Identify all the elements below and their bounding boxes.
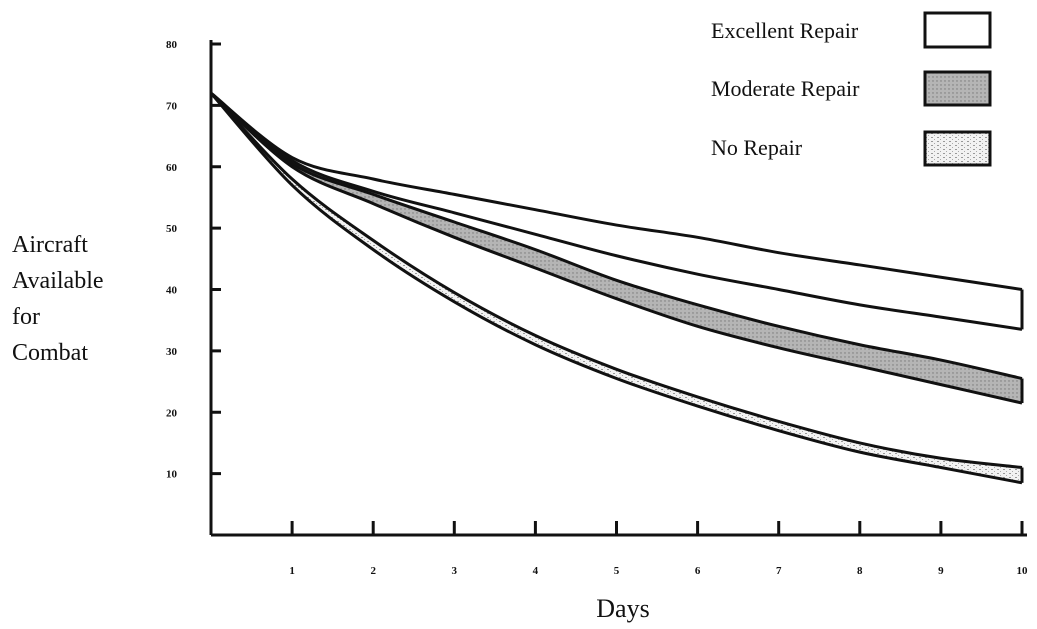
x-axis-label: Days [596,594,649,623]
x-tick-label-5: 5 [614,565,620,577]
x-tick-label-6: 6 [695,565,701,577]
band-lower-line-moderate-repair [209,91,1023,405]
y-tick-label-60: 60 [166,162,178,174]
legend-label-no-repair: No Repair [711,135,803,160]
legend-swatch-excellent-repair [923,11,992,49]
y-ticks: 10 20 30 40 50 60 70 80 [166,39,221,481]
y-axis-label-line-2: Available [12,268,104,294]
x-tick-label-10: 10 [1017,565,1029,577]
y-tick-label-40: 40 [166,285,178,297]
y-tick-label-10: 10 [166,469,178,481]
x-ticks: 1 2 3 4 5 6 7 8 9 10 [289,521,1028,577]
band-moderate-repair [211,93,1022,404]
x-tick-label-4: 4 [533,565,539,577]
band-lower-line-no-repair [209,92,1023,485]
y-tick-label-20: 20 [166,407,178,419]
legend-swatch-moderate-repair [923,70,992,107]
band-upper-line-no-repair [209,92,1023,469]
x-tick-label-2: 2 [370,565,376,577]
x-tick-label-8: 8 [857,565,863,577]
legend-label-excellent-repair: Excellent Repair [711,18,859,43]
legend-item-no-repair: No Repair [711,130,992,167]
y-axis-label-line-4: Combat [12,340,88,366]
band-excellent-repair [211,93,1022,330]
x-tick-label-1: 1 [289,565,295,577]
y-tick-label-30: 30 [166,346,178,358]
y-tick-label-80: 80 [166,39,178,51]
band-upper-line-moderate-repair [210,91,1023,380]
x-tick-label-9: 9 [938,565,944,577]
legend-item-excellent-repair: Excellent Repair [711,11,992,49]
band-lower-line-excellent-repair [210,91,1023,331]
legend-item-moderate-repair: Moderate Repair [711,70,992,107]
band-upper-line-excellent-repair [210,91,1023,291]
y-tick-label-50: 50 [166,223,178,235]
y-axis-label-line-3: for [12,304,40,330]
y-axis-label-line-1: Aircraft [12,232,88,258]
legend-label-moderate-repair: Moderate Repair [711,76,860,101]
legend: Excellent Repair Moderate Repair No Repa… [711,11,992,167]
series-bands [209,91,1024,485]
legend-swatch-no-repair [923,130,992,167]
y-tick-label-70: 70 [166,100,178,112]
x-tick-label-7: 7 [776,565,782,577]
x-tick-label-3: 3 [452,565,458,577]
